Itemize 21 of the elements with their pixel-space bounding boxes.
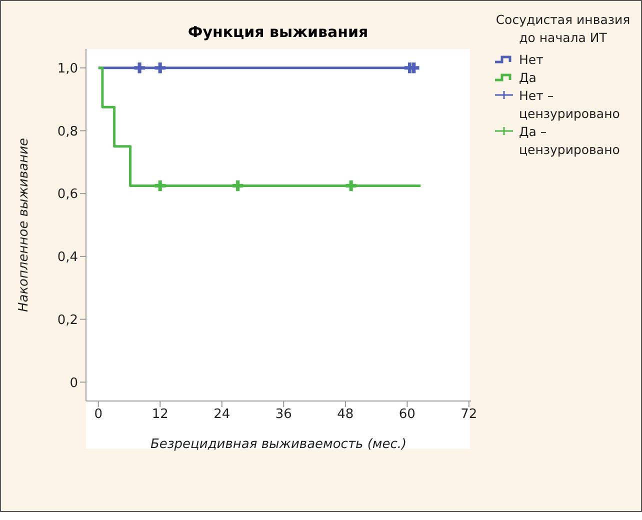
chart-title: Функция выживания <box>186 23 370 41</box>
legend-label: Нет – цензурировано <box>519 87 620 123</box>
y-tick-label: 0 <box>70 376 78 391</box>
x-axis-title: Безрецидивная выживаемость (мес.) <box>150 437 407 452</box>
y-tick-label: 0,6 <box>57 187 78 202</box>
y-tick-label: 0,2 <box>57 312 78 328</box>
y-tick-label: 0,8 <box>57 124 78 140</box>
x-tick-label: 48 <box>337 407 354 422</box>
x-tick-label: 60 <box>398 407 416 422</box>
y-tick-label: 0,4 <box>57 250 78 266</box>
x-tick-label: 72 <box>460 407 478 422</box>
x-tick-label: 0 <box>94 407 102 422</box>
x-tick-label: 12 <box>152 407 168 422</box>
y-axis-title: Накопленное выживание <box>16 138 32 312</box>
legend-label: Нет <box>519 51 544 69</box>
legend-label: Да – цензурировано <box>519 123 620 159</box>
legend-title: Сосудистая инвазия до начала ИТ <box>494 11 632 47</box>
x-tick-label: 36 <box>275 407 292 422</box>
y-tick-label: 1,0 <box>57 61 78 76</box>
x-tick-label: 24 <box>214 407 230 422</box>
legend-label: Да <box>519 69 538 87</box>
